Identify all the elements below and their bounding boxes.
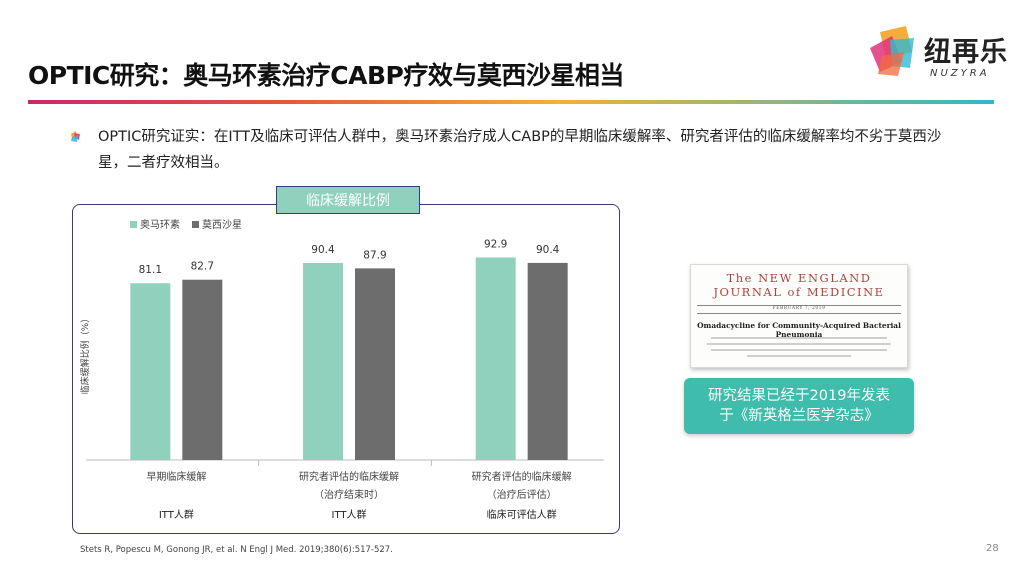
nejm-authors-line	[747, 355, 851, 357]
nejm-masthead-line2: JOURNAL of MEDICINE	[713, 285, 885, 299]
bar-1-2	[303, 262, 343, 460]
bar-1-3	[475, 257, 516, 460]
summary-bullet-text: OPTIC研究证实：在ITT及临床可评估人群中，奥马环素治疗成人CABP的早期临…	[98, 129, 942, 171]
data-label-2-1: 82.7	[191, 261, 214, 273]
nejm-authors-line	[711, 349, 887, 351]
page-number: 28	[986, 543, 999, 554]
bar-1-1	[130, 283, 171, 460]
category-label-2-1: 研究者评估的临床缓解	[299, 470, 399, 483]
nejm-rule-bottom	[697, 313, 901, 314]
bar-2-3	[527, 262, 568, 460]
nejm-authors-line	[707, 343, 891, 345]
legend-label-2: 莫西沙星	[202, 219, 242, 231]
category-label-3-1: 研究者评估的临床缓解	[472, 470, 572, 483]
nejm-masthead-line1: The NEW ENGLAND	[726, 271, 872, 285]
nuzyra-logo	[862, 18, 1012, 88]
title-underline	[28, 100, 994, 104]
nejm-article-title: Omadacycline for Community-Acquired Bact…	[697, 321, 901, 339]
page-title: OPTIC研究：奥马环素治疗CABP疗效与莫西沙星相当	[28, 61, 624, 90]
category-label-2-2: （治疗结束时）	[314, 488, 384, 501]
nuzyra-logo-icon	[870, 26, 914, 76]
nejm-masthead: The NEW ENGLAND JOURNAL of MEDICINE	[691, 271, 907, 299]
logo-chinese-name: 纽再乐	[924, 37, 1008, 68]
bar-2-1	[182, 279, 223, 460]
data-label-2-2: 87.9	[363, 249, 386, 261]
population-label-2: ITT人群	[332, 508, 367, 521]
data-label-1-3: 92.9	[484, 238, 507, 250]
publication-line1: 研究结果已经于2019年发表	[708, 388, 890, 404]
data-label-2-3: 90.4	[536, 244, 560, 256]
bar-2-2	[355, 268, 395, 460]
legend-label-1: 奥马环素	[140, 218, 180, 231]
chart-title-label: 临床缓解比例	[276, 186, 420, 214]
logo-english-name: NUZYRA	[930, 68, 990, 79]
nejm-date: FEBRUARY 7, 2019	[772, 306, 826, 311]
population-label-1: ITT人群	[159, 508, 194, 521]
legend-swatch-2	[192, 221, 199, 228]
reference-citation: Stets R, Popescu M, Gonong JR, et al. N …	[80, 545, 393, 555]
category-label-3-2: （治疗后评估）	[487, 488, 557, 501]
data-label-1-2: 90.4	[311, 244, 335, 256]
nejm-rule-top	[697, 305, 901, 306]
nejm-authors-line	[711, 337, 887, 339]
category-label-1-1: 早期临床缓解	[146, 470, 206, 483]
y-axis-label: 临床缓解比例（%）	[79, 314, 91, 395]
population-label-3: 临床可评估人群	[487, 508, 557, 521]
legend-swatch-1	[130, 221, 137, 228]
publication-line2: 于《新英格兰医学杂志》	[719, 408, 879, 424]
publication-callout: 研究结果已经于2019年发表 于《新英格兰医学杂志》	[684, 378, 914, 434]
data-label-1-1: 81.1	[139, 264, 162, 276]
nejm-article-thumbnail: The NEW ENGLAND JOURNAL of MEDICINE FEBR…	[690, 264, 908, 368]
bullet-icon	[71, 131, 80, 142]
